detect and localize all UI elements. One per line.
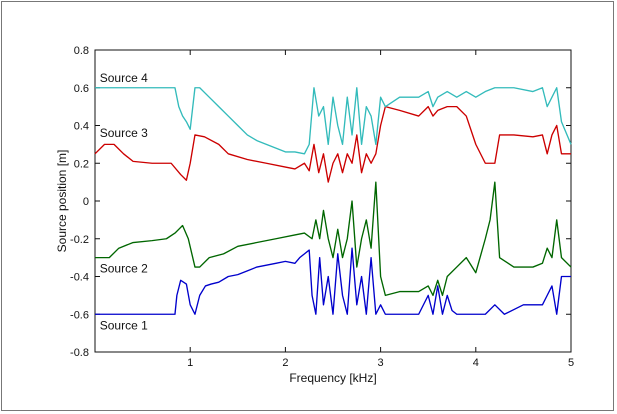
y-tick-label: -0.2 [70,234,89,246]
x-tick-label: 1 [187,357,193,369]
x-tick-label: 2 [282,357,288,369]
series-label: Source 2 [100,262,148,276]
series-line-source-1 [95,247,571,315]
plot-area: 1 2 3 4 5 0.8 0.6 0.4 0.2 0 -0.2 -0.4 -0.6 -0.8 Freque… [55,45,574,385]
y-tick-label: 0 [83,196,89,208]
x-tick-label: 4 [473,357,479,369]
y-tick-label: 0.6 [74,83,89,95]
x-tick-label: 5 [568,357,574,369]
y-axis-label: Source position [m] [55,150,69,253]
x-axis-label: Frequency [kHz] [289,371,376,385]
series-label: Source 1 [100,318,148,332]
y-tick-label: 0.2 [74,158,89,170]
y-tick-label: 0.4 [74,121,89,133]
y-tick-label: 0.8 [74,45,89,57]
series-line-source-2 [95,181,572,297]
y-tick-label: -0.4 [70,272,89,284]
y-tick-label: -0.8 [70,347,89,359]
y-tick-label: -0.6 [70,309,89,321]
x-tick-label: 3 [378,357,384,369]
series-line-source-3 [94,105,571,183]
series-label: Source 3 [100,126,148,140]
series-line-source-4 [95,87,572,155]
series-label: Source 4 [100,71,148,85]
